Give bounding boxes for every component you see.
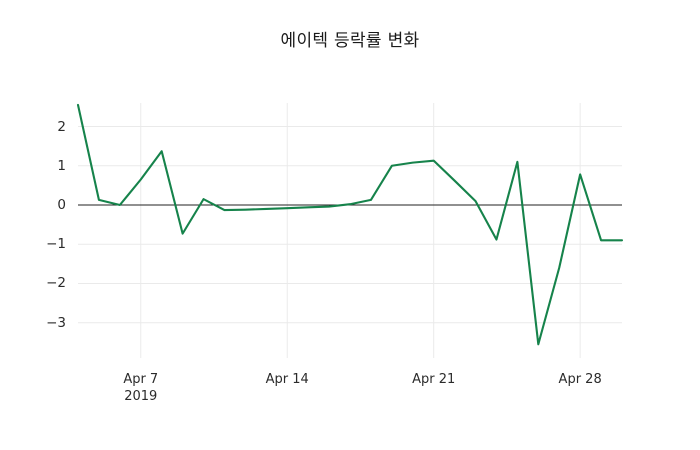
chart-title: 에이텍 등락률 변화 — [280, 31, 420, 51]
x-tick-label: Apr 14 — [265, 372, 309, 387]
data-series-line — [76, 103, 624, 346]
x-tick-label: Apr 28 — [558, 372, 602, 387]
y-tick-label: 0 — [57, 197, 66, 213]
horizontal-gridlines — [78, 126, 622, 324]
y-tick-label: −1 — [46, 236, 66, 253]
x-tick-label: Apr 7 2019 — [123, 372, 159, 404]
vertical-gridlines — [140, 103, 581, 358]
y-tick-label: −2 — [46, 275, 66, 292]
y-tick-label: 2 — [57, 118, 66, 135]
y-tick-label: −3 — [46, 314, 66, 331]
plot-svg — [76, 103, 624, 358]
plot-area — [76, 103, 624, 358]
y-tick-label: 1 — [57, 157, 66, 174]
x-tick-label: Apr 21 — [412, 372, 456, 387]
